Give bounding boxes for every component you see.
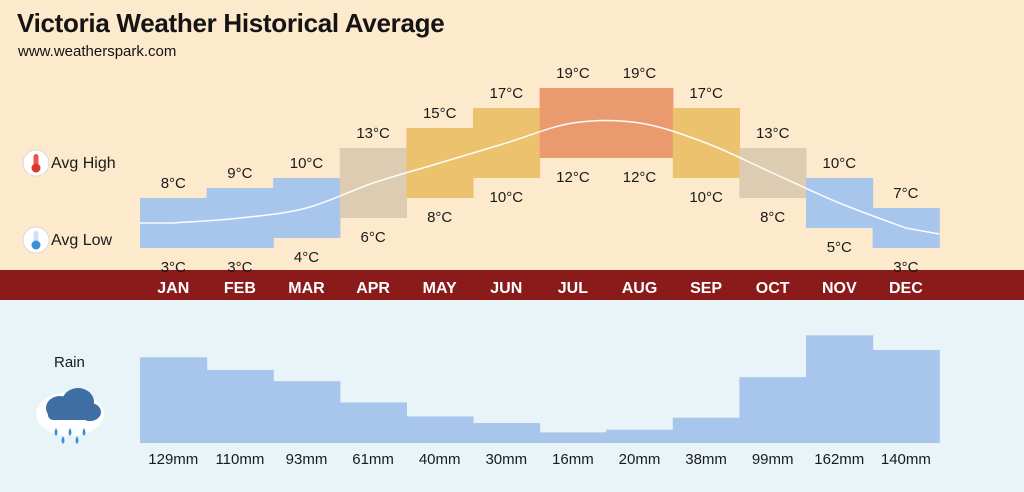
rain-label-jul: 16mm	[552, 451, 594, 468]
low-label-dec: 3°C	[893, 259, 918, 276]
high-label-jun: 17°C	[490, 85, 524, 102]
rain-bar-jul	[539, 432, 607, 443]
high-label-aug: 19°C	[623, 65, 657, 82]
high-label-jul: 19°C	[556, 65, 590, 82]
legend-low-label: Avg Low	[51, 232, 113, 249]
rain-bar-apr	[339, 402, 407, 443]
rain-label-apr: 61mm	[352, 451, 394, 468]
low-label-jun: 10°C	[490, 189, 524, 206]
thermometer-cold-icon	[22, 226, 50, 254]
rain-bar-may	[406, 416, 474, 443]
low-label-nov: 5°C	[827, 239, 852, 256]
rain-bar-jun	[473, 423, 541, 443]
month-label-oct: OCT	[756, 280, 790, 297]
rain-label-mar: 93mm	[286, 451, 328, 468]
rain-label-sep: 38mm	[685, 451, 727, 468]
rain-bar-dec	[872, 349, 940, 443]
legend-high-label: Avg High	[51, 155, 116, 172]
low-label-oct: 8°C	[760, 209, 785, 226]
high-label-oct: 13°C	[756, 125, 790, 142]
month-label-may: MAY	[423, 280, 457, 297]
month-label-jan: JAN	[157, 280, 189, 297]
low-label-jan: 3°C	[161, 259, 186, 276]
avg-temp-curve	[140, 119, 940, 235]
month-label-apr: APR	[356, 280, 390, 297]
thermometer-hot-icon	[22, 149, 50, 177]
rain-label-aug: 20mm	[619, 451, 661, 468]
month-label-jun: JUN	[490, 280, 522, 297]
high-label-apr: 13°C	[356, 125, 390, 142]
rain-bar-sep	[672, 417, 740, 443]
low-label-feb: 3°C	[227, 259, 252, 276]
month-label-nov: NOV	[822, 280, 857, 297]
high-label-feb: 9°C	[227, 165, 252, 182]
rain-label-may: 40mm	[419, 451, 461, 468]
month-label-feb: FEB	[224, 280, 256, 297]
month-axis-bar	[0, 270, 1024, 300]
rain-bar-oct	[739, 377, 807, 443]
rain-label-dec: 140mm	[881, 451, 931, 468]
high-label-mar: 10°C	[290, 155, 324, 172]
high-label-dec: 7°C	[893, 185, 918, 202]
high-label-may: 15°C	[423, 105, 457, 122]
rain-bar-mar	[273, 381, 341, 443]
page-title: Victoria Weather Historical Average	[17, 8, 445, 38]
low-label-aug: 12°C	[623, 169, 657, 186]
legend-rain-label: Rain	[54, 354, 85, 371]
rain-cloud-icon	[36, 388, 104, 444]
month-label-aug: AUG	[622, 280, 658, 297]
low-label-mar: 4°C	[294, 249, 319, 266]
low-label-may: 8°C	[427, 209, 452, 226]
month-label-dec: DEC	[889, 280, 923, 297]
low-label-sep: 10°C	[689, 189, 723, 206]
rain-label-jun: 30mm	[485, 451, 527, 468]
page-subtitle: www.weatherspark.com	[18, 43, 177, 60]
rain-label-oct: 99mm	[752, 451, 794, 468]
month-label-jul: JUL	[558, 280, 588, 297]
month-label-sep: SEP	[690, 280, 722, 297]
high-label-nov: 10°C	[823, 155, 857, 172]
rain-bar-aug	[606, 429, 674, 443]
low-label-apr: 6°C	[361, 229, 386, 246]
rain-label-nov: 162mm	[814, 451, 864, 468]
rain-label-jan: 129mm	[148, 451, 198, 468]
high-label-jan: 8°C	[161, 175, 186, 192]
low-label-jul: 12°C	[556, 169, 590, 186]
rain-bar-feb	[206, 369, 274, 443]
high-label-sep: 17°C	[689, 85, 723, 102]
month-label-mar: MAR	[288, 280, 325, 297]
rain-label-feb: 110mm	[215, 451, 264, 468]
rain-bar-jan	[140, 357, 208, 443]
rain-bar-nov	[806, 335, 874, 443]
